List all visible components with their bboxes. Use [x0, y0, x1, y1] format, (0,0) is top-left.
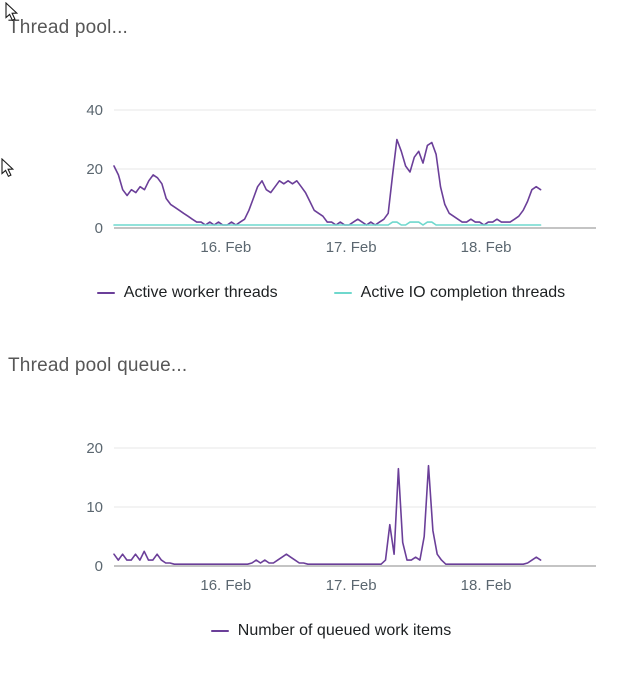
thread-pool-chart[interactable]: 0 20 40 16. Feb 17. Feb 18. Feb — [66, 98, 596, 260]
svg-text:16. Feb: 16. Feb — [200, 577, 251, 594]
io-threads-line-swatch-icon — [333, 292, 352, 294]
svg-text:16. Feb: 16. Feb — [200, 239, 251, 256]
thread-pool-queue-chart[interactable]: 0 10 20 16. Feb 17. Feb 18. Feb — [66, 436, 596, 598]
svg-text:0: 0 — [95, 558, 103, 575]
svg-text:40: 40 — [86, 102, 103, 119]
svg-text:17. Feb: 17. Feb — [326, 577, 377, 594]
thread-pool-queue-panel: 0 10 20 16. Feb 17. Feb 18. Feb Number of que… — [66, 436, 596, 640]
legend-item-active-worker-threads[interactable]: Active worker threads — [96, 284, 278, 302]
legend-label: Number of queued work items — [237, 622, 452, 639]
thread-pool-panel-title: Thread pool... — [8, 17, 129, 38]
thread-pool-legend: Active worker threads Active IO completi… — [66, 284, 596, 302]
thread-pool-queue-panel-title: Thread pool queue... — [8, 355, 188, 376]
svg-text:20: 20 — [86, 440, 103, 457]
thread-pool-panel: 0 20 40 16. Feb 17. Feb 18. Feb Active worker… — [66, 98, 596, 302]
mouse-cursor-icon — [1, 158, 15, 178]
svg-text:0: 0 — [95, 220, 103, 237]
svg-text:10: 10 — [86, 499, 103, 516]
svg-text:18. Feb: 18. Feb — [461, 239, 512, 256]
legend-item-active-io-completion-threads[interactable]: Active IO completion threads — [333, 284, 566, 302]
queued-work-items-line-swatch-icon — [210, 630, 229, 632]
worker-threads-line-swatch-icon — [96, 292, 115, 294]
legend-item-queued-work-items[interactable]: Number of queued work items — [210, 622, 452, 640]
svg-text:18. Feb: 18. Feb — [461, 577, 512, 594]
legend-label: Active IO completion threads — [360, 284, 566, 301]
svg-text:17. Feb: 17. Feb — [326, 239, 377, 256]
legend-label: Active worker threads — [123, 284, 278, 301]
svg-text:20: 20 — [86, 161, 103, 178]
thread-pool-queue-legend: Number of queued work items — [66, 622, 596, 640]
